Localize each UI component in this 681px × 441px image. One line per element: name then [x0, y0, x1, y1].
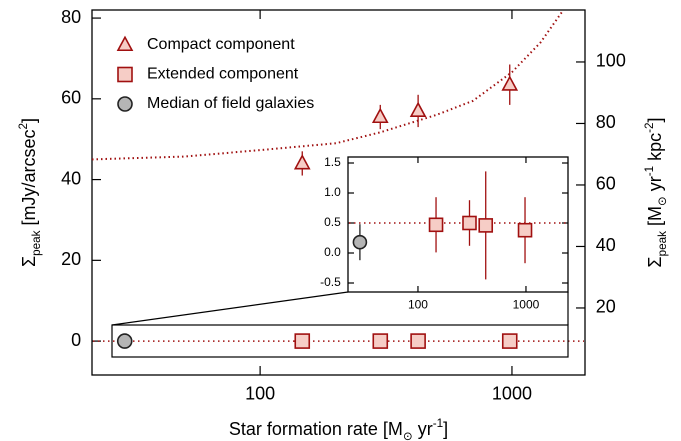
- y-tick-label: 0.5: [324, 215, 341, 229]
- square-marker: [478, 218, 494, 233]
- zoom-connector: [111, 291, 349, 326]
- x-tick-label: 1000: [513, 297, 540, 311]
- y-tick-label: -0.5: [320, 275, 341, 289]
- axis-label-part: -1: [433, 417, 443, 430]
- triangle-marker: [501, 75, 519, 91]
- inset-panel: 100 1000 -0.5 0.0 0.5 1.0 1.5: [320, 155, 569, 311]
- square-marker: [410, 333, 426, 349]
- y2-tick-label: 60: [596, 174, 616, 194]
- y2-tick-label: 100: [596, 51, 626, 71]
- y-tick-label: 40: [61, 168, 81, 188]
- circle-marker: [352, 234, 368, 250]
- x-tick-label: 100: [408, 297, 428, 311]
- axis-label: Star formation rate [M⊙ yr-1]: [229, 417, 448, 441]
- y-tick-label: 0.0: [324, 245, 341, 259]
- square-marker: [517, 222, 533, 238]
- axis-label-part: peak: [656, 231, 669, 257]
- square-marker: [501, 333, 518, 349]
- square-marker: [428, 217, 444, 233]
- legend-label: Median of field galaxies: [147, 95, 314, 112]
- y-tick-label: 0: [71, 330, 81, 350]
- square-marker: [462, 215, 477, 231]
- square-marker: [117, 66, 133, 83]
- axis-label-part: Σ: [19, 256, 39, 267]
- axis-label-part: 2: [17, 123, 30, 130]
- square-marker: [294, 333, 311, 349]
- axis-label: Σpeak [mJy/arcsec2]: [17, 118, 43, 267]
- axis-label-part: ]: [443, 419, 448, 439]
- axis-label-part: ⊙: [403, 430, 413, 441]
- y-tick-label: 80: [61, 7, 81, 27]
- axis-label: Σpeak [M⊙ yr-1 kpc-2]: [643, 117, 669, 267]
- axis-label-part: -2: [643, 122, 656, 132]
- axis-label-part: Star formation rate [M: [229, 419, 403, 439]
- x-tick-label: 1000: [492, 384, 532, 404]
- circle-marker: [117, 96, 133, 112]
- x-tick-label: 100: [245, 384, 275, 404]
- axis-label-part: ]: [645, 117, 665, 122]
- axis-label-part: Σ: [645, 256, 665, 267]
- plot-area: [347, 156, 569, 293]
- axis-label-part: yr: [645, 176, 665, 196]
- axis-label-part: kpc: [645, 133, 665, 166]
- y-tick-label: 1.0: [324, 185, 341, 199]
- zoom-box: [111, 324, 569, 358]
- circle-marker: [116, 333, 133, 349]
- y-tick-label: 1.5: [324, 155, 341, 169]
- axis-label-part: [M: [645, 206, 665, 231]
- y-tick-label: 60: [61, 88, 81, 108]
- axis-label-part: ]: [19, 118, 39, 123]
- y2-tick-label: 20: [596, 297, 616, 317]
- legend-label: Extended component: [147, 66, 299, 83]
- square-marker: [372, 333, 389, 349]
- triangle-marker: [371, 107, 389, 124]
- y2-tick-label: 40: [596, 235, 616, 255]
- axis-label-part: peak: [30, 230, 43, 256]
- axis-label-part: [mJy/arcsec: [19, 130, 39, 231]
- y2-tick-label: 80: [596, 112, 616, 132]
- triangle-marker: [293, 154, 311, 170]
- axis-label-part: yr: [413, 419, 433, 439]
- triangle-marker: [409, 101, 427, 117]
- axis-label-part: ⊙: [656, 196, 669, 206]
- y-tick-label: 20: [61, 249, 81, 269]
- legend-label: Compact component: [147, 36, 295, 53]
- triangle-marker: [116, 35, 134, 52]
- axis-label-part: -1: [643, 166, 656, 176]
